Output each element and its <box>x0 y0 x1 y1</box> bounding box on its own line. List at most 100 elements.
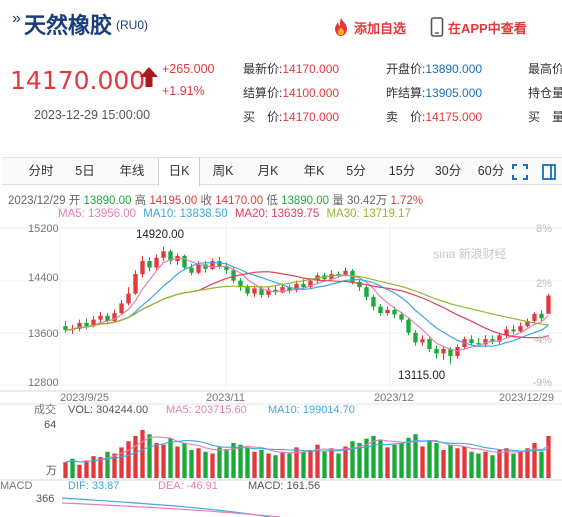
candle-down <box>511 329 516 332</box>
candle-down <box>476 343 481 345</box>
view-in-app-button[interactable]: 在APP中查看 <box>430 16 527 38</box>
tab-monthly-k[interactable]: 月K <box>257 164 279 178</box>
tab-15min[interactable]: 15分 <box>388 164 416 178</box>
tab-weekly-k[interactable]: 周K <box>212 164 234 178</box>
volume-bar-up <box>343 446 348 478</box>
macd-dif: DIF: 33.87 <box>68 480 119 492</box>
candle-up <box>483 339 488 345</box>
high-annotation: 14920.00 <box>136 229 184 241</box>
volume-bar-down <box>224 449 229 478</box>
y-tick-right: 2% <box>536 278 552 290</box>
candle-down <box>231 270 236 281</box>
candle-down <box>105 315 110 321</box>
volume-unit: 万 <box>46 465 57 477</box>
candle-down <box>147 261 152 268</box>
field-label: 开盘价: <box>386 62 426 76</box>
volume-bar-down <box>413 434 418 478</box>
volume-ma5-line <box>65 436 549 463</box>
volume-bar-down <box>287 453 292 478</box>
y-tick-left: 15200 <box>28 223 59 235</box>
ohlc-date: 2023/12/29 <box>8 195 66 207</box>
ohlc-open: 13890.00 <box>83 195 132 207</box>
field-label: 最高价 <box>528 62 562 76</box>
candle-up <box>210 261 215 269</box>
volume-bar-down <box>322 451 327 478</box>
x-label: 2023/12/29 <box>499 392 554 404</box>
ma10-value: MA10: 13838.50 <box>143 208 228 220</box>
volume-title: 成交 <box>34 402 56 416</box>
volume-bar-down <box>273 455 278 478</box>
y-tick-right: 8% <box>536 223 552 235</box>
candle-down <box>413 332 418 343</box>
volume-ma10-line <box>65 439 549 463</box>
volume-bar-up <box>196 448 201 478</box>
volume-bar-up <box>280 451 285 478</box>
volume-ma10: MA10: 199014.70 <box>268 404 355 416</box>
ohlc-low: 13890.00 <box>281 195 330 207</box>
volume-bar-up <box>462 446 467 478</box>
volume-bar-down <box>301 451 306 478</box>
ohlc-legend: 2023/12/29 开 13890.00 高 14195.00 收 14170… <box>8 192 423 208</box>
volume-bar-up <box>329 448 334 478</box>
ohlc-vol-label: 量 <box>332 195 344 207</box>
candle-down <box>203 264 208 269</box>
candle-down <box>273 289 278 293</box>
field-value: 14175.000 <box>425 110 483 124</box>
volume-bar-up <box>385 447 390 478</box>
ma-legend: MA5: 13956.00 MA10: 13838.50 MA20: 13639… <box>58 208 411 220</box>
volume-bar-up <box>140 429 145 478</box>
volume-bar-up <box>133 436 138 478</box>
candle-down <box>84 322 89 327</box>
volume-bar-down <box>245 447 250 478</box>
tab-5day[interactable]: 5日 <box>75 164 95 178</box>
ohlc-low-label: 低 <box>266 195 278 207</box>
tab-intraday[interactable]: 分时 <box>28 164 54 178</box>
tab-60min[interactable]: 60分 <box>477 164 505 178</box>
candle-up <box>441 348 446 354</box>
macd-value: MACD: 161.56 <box>248 480 320 492</box>
y-tick-right: -9% <box>532 377 552 389</box>
candle-up <box>343 270 348 276</box>
volume-bar-down <box>434 443 439 478</box>
kline-chart[interactable]: sina 新浪财经 15200 14400 13600 12800 8% 2% … <box>0 220 562 517</box>
tab-year-line[interactable]: 年线 <box>119 164 145 178</box>
field-label: 昨结算: <box>386 86 426 100</box>
field-label: 最新价: <box>243 62 283 76</box>
tab-30min[interactable]: 30分 <box>434 164 462 178</box>
ohlc-close-label: 收 <box>200 195 213 207</box>
field-label: 买 量 <box>528 110 562 124</box>
candle-up <box>546 295 551 314</box>
field-ask-price: 卖 价:14175.000 <box>386 108 482 125</box>
quote-timestamp: 2023-12-29 15:00:00 <box>34 108 151 122</box>
volume-ma5: MA5: 203715.60 <box>166 404 247 416</box>
candle-down <box>448 348 453 357</box>
tab-daily-k[interactable]: 日K <box>158 158 200 186</box>
candle-up <box>455 346 460 357</box>
volume-bar-down <box>238 444 243 478</box>
fullscreen-icon[interactable] <box>512 164 528 180</box>
chart-canvas[interactable]: sina 新浪财经 15200 14400 13600 12800 8% 2% … <box>0 220 562 517</box>
panel-toggle-icon[interactable] <box>542 164 556 180</box>
field-label: 持仓量 <box>528 86 562 100</box>
price-change-pct: +1.91% <box>162 84 205 98</box>
field-bid-price: 买 价:14170.000 <box>243 108 339 125</box>
ma5-line <box>65 258 549 352</box>
candle-up <box>119 303 124 314</box>
ma30-line <box>65 274 549 331</box>
candle-up <box>420 339 425 343</box>
candle-up <box>133 274 138 294</box>
add-favorite-button[interactable]: 添加自选 <box>332 16 406 38</box>
phone-icon <box>430 17 444 37</box>
candle-up <box>140 261 145 275</box>
low-annotation: 13115.00 <box>398 370 445 382</box>
tab-yearly-k[interactable]: 年K <box>303 164 325 178</box>
candle-up <box>280 287 285 293</box>
tab-5min[interactable]: 5分 <box>346 164 366 178</box>
ohlc-close: 14170.00 <box>215 195 264 207</box>
candle-up <box>266 289 271 295</box>
volume-bar-down <box>539 451 544 478</box>
candle-up <box>126 293 131 304</box>
volume-bar-down <box>392 444 397 478</box>
volume-bar-up <box>98 457 103 478</box>
volume-bar-down <box>490 455 495 478</box>
